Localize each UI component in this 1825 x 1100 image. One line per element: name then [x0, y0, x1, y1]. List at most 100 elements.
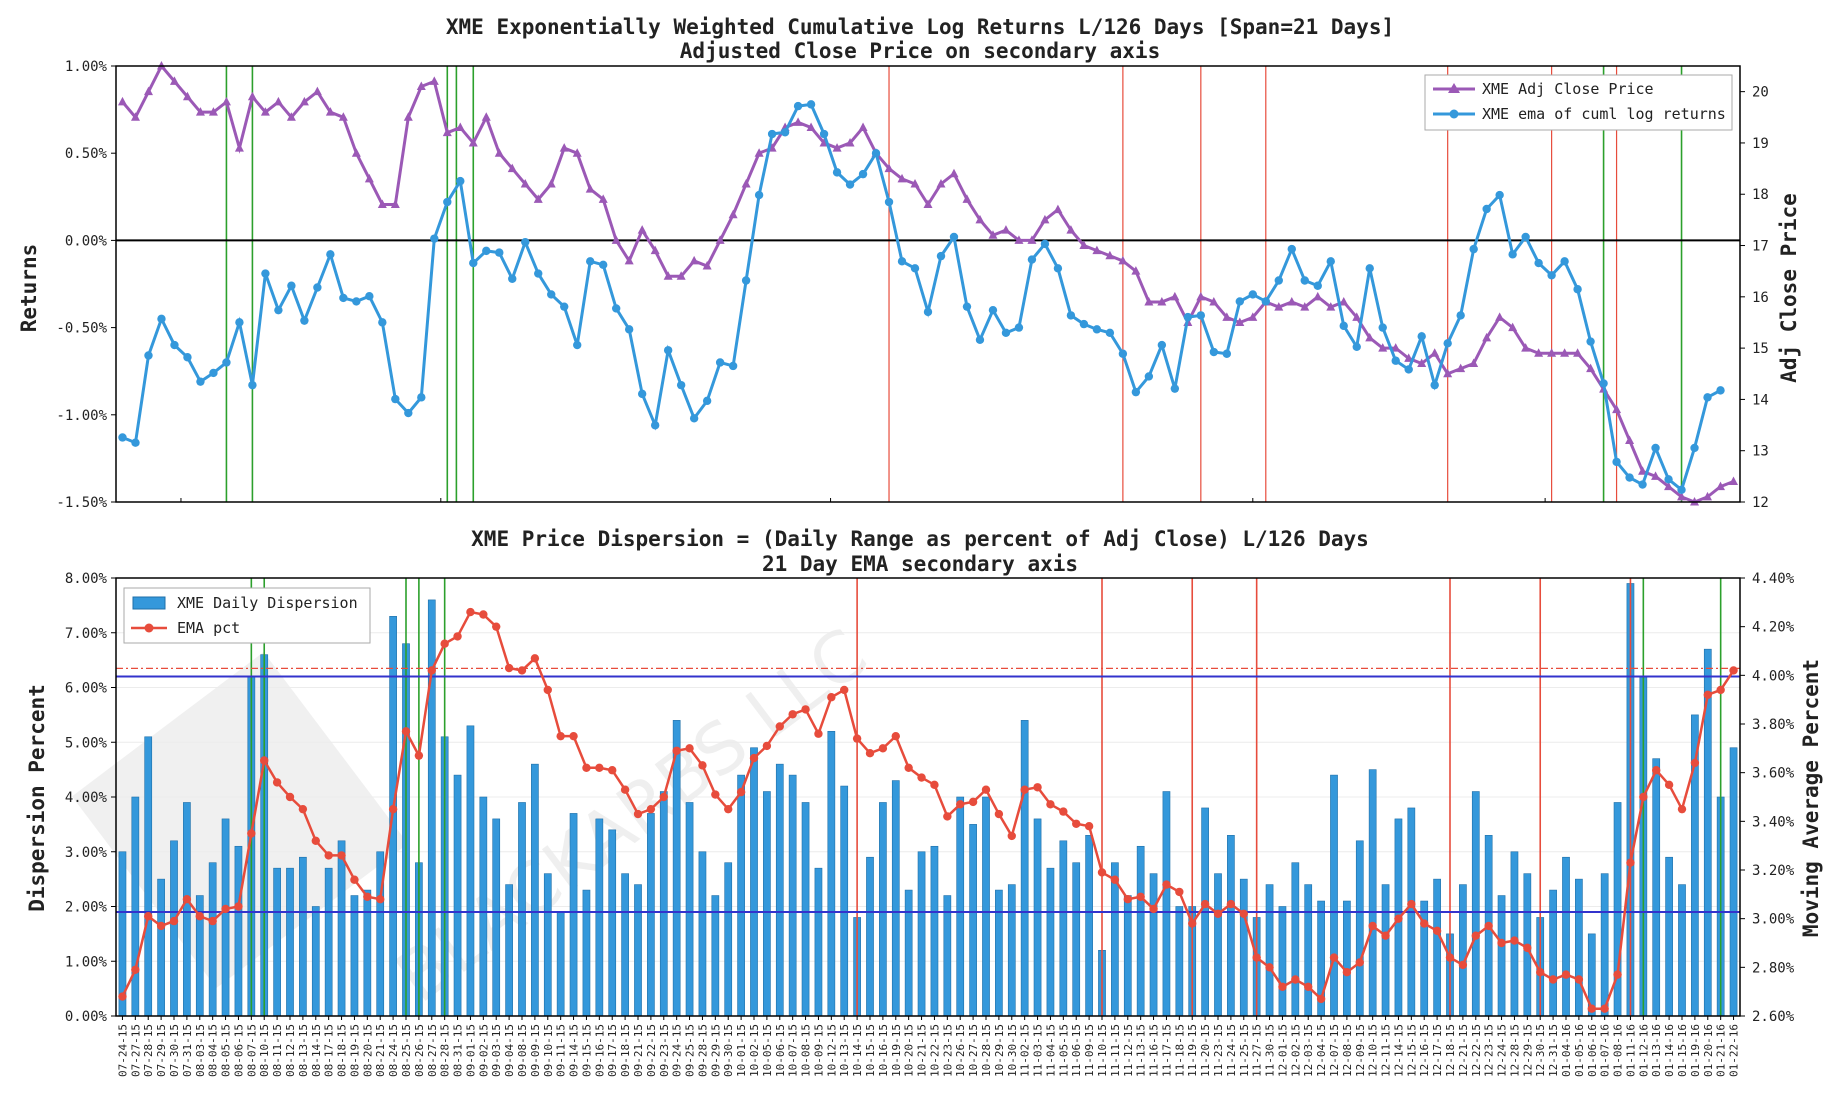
dispersion-x-tick-label: 11-03-15	[1032, 1024, 1045, 1077]
dispersion-x-tick-label: 10-26-15	[954, 1024, 967, 1077]
price-series-marker	[533, 194, 543, 203]
ema-returns-series-marker	[1534, 258, 1543, 268]
price-series-marker	[299, 96, 309, 106]
dispersion-x-tick-label: 12-17-15	[1431, 1024, 1444, 1077]
dispersion-x-tick-label: 01-15-16	[1676, 1024, 1689, 1077]
ema-pct-series-marker	[350, 875, 359, 884]
ema-returns-series-marker	[1209, 347, 1219, 357]
ema-pct-series-marker	[337, 851, 346, 860]
dispersion-legend-label-bars: XME Daily Dispersion	[177, 594, 358, 612]
ema-returns-series-marker	[508, 274, 517, 283]
price-series-marker	[234, 143, 244, 152]
price-series-marker	[1443, 368, 1453, 378]
ema-returns-series-marker	[1638, 480, 1647, 489]
dispersion-x-tick-label: 08-17-15	[323, 1024, 336, 1077]
dispersion-x-tick-label: 11-04-15	[1044, 1024, 1057, 1077]
dispersion-x-tick-label: 08-07-15	[245, 1024, 258, 1077]
dispersion-bar	[1046, 867, 1055, 1017]
dispersion-bar	[311, 906, 320, 1017]
ema-pct-series-marker	[208, 916, 217, 926]
dispersion-bar	[763, 791, 771, 1017]
ema-pct-series-marker	[1407, 899, 1416, 909]
returns-chart-subtitle: Adjusted Close Price on secondary axis	[680, 39, 1160, 63]
ema-pct-series-marker	[260, 756, 269, 765]
dispersion-x-tick-label: 12-16-15	[1418, 1024, 1431, 1077]
ema-returns-series-marker	[1131, 387, 1141, 397]
price-series-marker	[1612, 404, 1622, 414]
dispersion-x-tick-label: 10-12-15	[825, 1024, 838, 1077]
ema-pct-series-marker	[376, 895, 385, 904]
dispersion-bar	[840, 785, 849, 1017]
ema-pct-series-marker	[762, 741, 772, 751]
ema-pct-series-marker	[1536, 968, 1545, 977]
ema-pct-series-marker	[1213, 909, 1223, 918]
price-series-marker	[364, 173, 374, 183]
dispersion-bar	[1600, 873, 1609, 1017]
ema-returns-series-marker	[806, 100, 816, 109]
dispersion-x-tick-label: 11-12-15	[1122, 1024, 1135, 1077]
ema-returns-series-line	[121, 102, 1722, 493]
ema-pct-series-marker	[865, 749, 875, 758]
dispersion-x-tick-label: 12-21-15	[1457, 1024, 1470, 1077]
price-series-marker	[312, 86, 322, 96]
price-series-marker	[455, 122, 465, 132]
ema-returns-series-marker	[1183, 312, 1193, 322]
ema-pct-series-marker	[968, 797, 978, 807]
dispersion-x-tick-label: 11-20-15	[1199, 1024, 1212, 1077]
ema-pct-series-marker	[1574, 975, 1584, 984]
dispersion-x-tick-label: 07-27-15	[129, 1024, 142, 1077]
dispersion-bar	[208, 862, 217, 1017]
price-series-marker	[1209, 296, 1219, 306]
ema-pct-series-marker	[1265, 963, 1274, 972]
price-series-marker	[1040, 214, 1050, 224]
ema-pct-series-marker	[221, 904, 230, 914]
ema-returns-series-marker	[741, 276, 751, 285]
ema-returns-series-marker	[1300, 276, 1309, 285]
ema-pct-series-marker	[1652, 766, 1661, 775]
ema-returns-series-marker	[1508, 250, 1517, 259]
ema-returns-series-marker	[1261, 297, 1270, 306]
ema-pct-series-marker	[1664, 780, 1674, 790]
dispersion-x-tick-label: 08-04-15	[207, 1024, 220, 1077]
dispersion-bar	[286, 867, 294, 1017]
ema-pct-series-marker	[801, 705, 810, 714]
ema-returns-series-marker	[209, 368, 218, 378]
returns-y2-tick-label: 14	[1752, 392, 1769, 408]
ema-pct-series-marker	[1729, 666, 1738, 675]
ema-pct-series-marker	[1458, 960, 1468, 970]
ema-returns-series-marker	[1443, 339, 1452, 348]
ema-returns-series-marker	[235, 318, 244, 327]
ema-returns-series-marker	[975, 335, 985, 345]
ema-returns-series-marker	[417, 393, 426, 402]
price-series-marker	[1144, 296, 1154, 306]
dispersion-y-tick-label: 7.00%	[65, 626, 108, 642]
ema-pct-series-marker	[556, 731, 565, 741]
dispersion-x-tick-label: 12-18-15	[1444, 1024, 1457, 1077]
price-series-marker	[260, 107, 270, 116]
price-series-marker	[377, 199, 387, 208]
dispersion-bar	[1291, 862, 1300, 1017]
ema-pct-series-marker	[1226, 899, 1236, 909]
ema-returns-series-marker	[365, 292, 374, 301]
ema-pct-series-marker	[1548, 975, 1558, 984]
ema-returns-series-marker	[1625, 473, 1634, 482]
dispersion-x-tick-label: 08-10-15	[258, 1024, 271, 1077]
ema-returns-series-marker	[832, 168, 842, 177]
ema-returns-series-marker	[988, 305, 998, 315]
dispersion-x-tick-label: 12-04-15	[1315, 1024, 1328, 1077]
dispersion-y2-tick-label: 4.00%	[1752, 668, 1795, 684]
dispersion-x-tick-label: 10-19-15	[890, 1024, 903, 1077]
dispersion-bar	[1355, 840, 1364, 1017]
ema-returns-series-marker	[936, 251, 946, 261]
dispersion-x-tick-label: 10-01-15	[735, 1024, 748, 1077]
price-series-marker	[182, 91, 192, 101]
dispersion-x-tick-label: 10-09-15	[812, 1024, 825, 1077]
price-series-marker	[663, 271, 673, 280]
dispersion-bar	[273, 867, 281, 1017]
price-series-marker	[1222, 312, 1232, 321]
dispersion-x-tick-label: 08-12-15	[284, 1024, 297, 1077]
ema-returns-series-marker	[949, 232, 959, 242]
ema-returns-series-marker	[1703, 393, 1712, 402]
ema-pct-series-marker	[1059, 807, 1068, 816]
dispersion-x-tick-label: 12-28-15	[1508, 1024, 1521, 1077]
